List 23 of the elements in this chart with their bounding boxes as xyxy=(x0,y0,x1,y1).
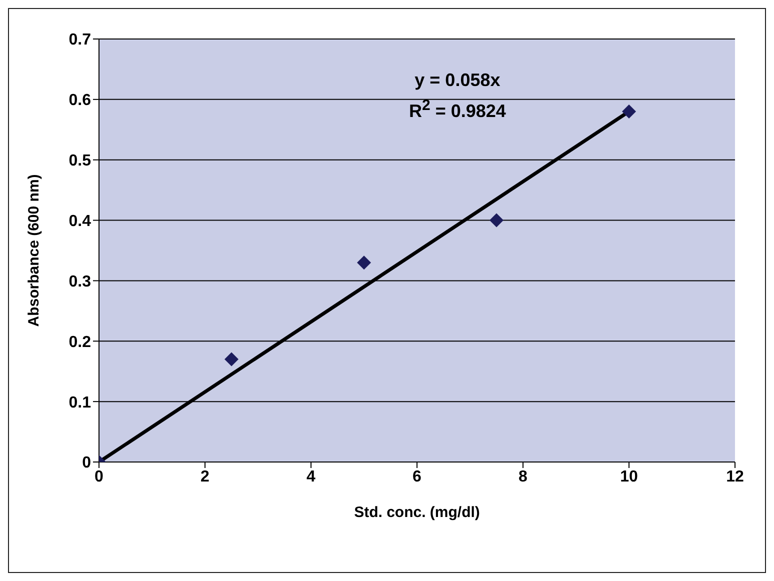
y-tick-label: 0.5 xyxy=(68,152,92,170)
y-tick-label: 0.7 xyxy=(68,32,92,49)
point xyxy=(490,213,504,228)
y-axis-title: Absorbance (600 nm) xyxy=(25,174,42,327)
point xyxy=(622,104,636,119)
y-tick-label: 0 xyxy=(82,454,92,472)
y-tick-label: 0.4 xyxy=(68,212,92,230)
x-tick-label: 10 xyxy=(620,468,638,486)
x-tick-label: 6 xyxy=(412,468,422,486)
y-tick-label: 0.6 xyxy=(68,92,92,110)
x-axis-title: Std. conc. (mg/dl) xyxy=(354,504,480,521)
x-tick-label: 2 xyxy=(200,468,210,486)
y-tick-label: 0.3 xyxy=(68,273,92,290)
annotation: R$^{2}$ = 0.9824 xyxy=(409,96,506,123)
x-tick-label: 0 xyxy=(94,468,104,486)
x-tick-label: 12 xyxy=(726,468,744,486)
y-tick-label: 0.2 xyxy=(68,334,92,351)
annotation: y = 0.058x xyxy=(414,69,502,92)
x-tick-label: 4 xyxy=(306,468,316,486)
x-tick-label: 8 xyxy=(518,468,528,486)
y-tick-label: 0.1 xyxy=(68,394,92,412)
point xyxy=(224,352,238,366)
point xyxy=(357,256,371,270)
